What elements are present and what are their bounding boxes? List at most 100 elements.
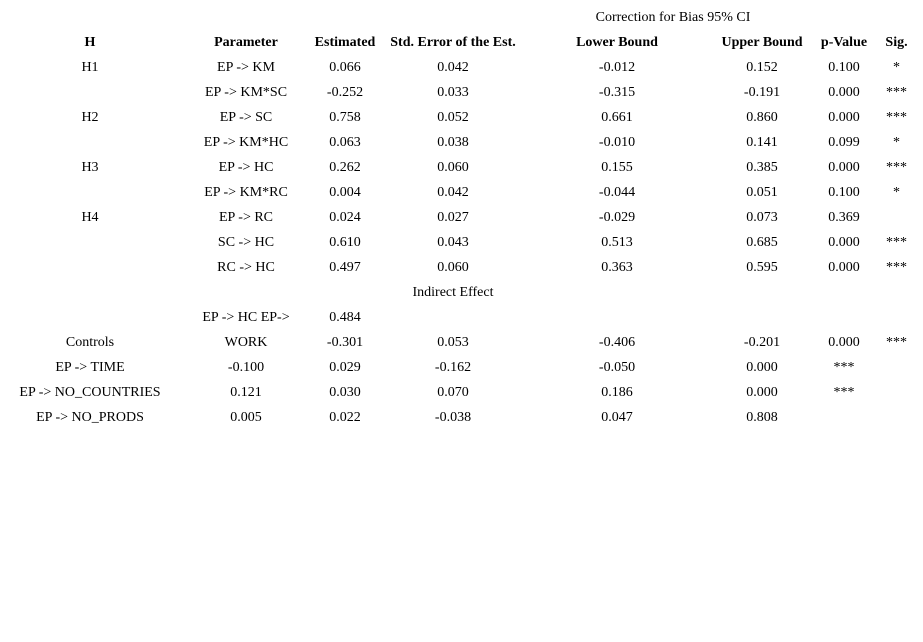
cell-parameter: EP -> KM*HC	[203, 134, 289, 150]
cell-p-value: ***	[833, 384, 855, 400]
cell-h: EP -> NO_COUNTRIES	[19, 384, 161, 400]
cell-lower-bound: 0.186	[601, 384, 633, 400]
cell-estimated: 0.497	[329, 259, 361, 275]
cell-h: H2	[81, 109, 99, 125]
cell-p-value: 0.000	[828, 159, 860, 175]
cell-sig	[870, 380, 923, 405]
column-header-sig: Sig.	[885, 34, 908, 50]
cell-upper-bound: 0.808	[746, 409, 778, 425]
cell-estimated: 0.030	[329, 384, 361, 400]
cell-std-error: 0.038	[437, 134, 469, 150]
cell-sig: ***	[886, 84, 907, 100]
cell-estimated: -0.252	[326, 84, 364, 100]
cell-p-value: 0.000	[828, 109, 860, 125]
column-header-row: H Parameter Estimated Std. Error of the …	[0, 30, 923, 55]
cell-std-error: 0.042	[437, 59, 469, 75]
cell-h: H1	[81, 59, 99, 75]
cell-p-value	[818, 280, 870, 305]
cell-std-error	[378, 305, 528, 330]
cell-sig: *	[893, 59, 900, 75]
cell-upper-bound: 0.000	[746, 384, 778, 400]
column-header-upper-bound: Upper Bound	[721, 34, 803, 50]
cell-parameter: EP -> HC EP->	[202, 309, 290, 325]
cell-sig	[870, 405, 923, 430]
cell-std-error: 0.060	[437, 159, 469, 175]
cell-estimated: -0.301	[326, 334, 364, 350]
cell-p-value: 0.000	[828, 259, 860, 275]
cell-estimated: 0.758	[329, 109, 361, 125]
table-body: H1 EP -> KM 0.066 0.042 -0.012 0.152 0.1…	[0, 55, 923, 430]
table-row: H4 EP -> RC 0.024 0.027 -0.029 0.073 0.3…	[0, 205, 923, 230]
cell-std-error: 0.070	[437, 384, 469, 400]
cell-std-error: 0.042	[437, 184, 469, 200]
column-header-h: H	[84, 34, 96, 50]
cell-lower-bound: -0.406	[598, 334, 636, 350]
table-row: H1 EP -> KM 0.066 0.042 -0.012 0.152 0.1…	[0, 55, 923, 80]
cell-h	[0, 305, 180, 330]
cell-upper-bound: 0.000	[746, 359, 778, 375]
cell-lower-bound: -0.315	[598, 84, 636, 100]
table-row: EP -> NO_COUNTRIES 0.121 0.030 0.070 0.1…	[0, 380, 923, 405]
cell-sig: ***	[886, 159, 907, 175]
cell-lower-bound: 0.155	[601, 159, 633, 175]
cell-p-value: 0.100	[828, 59, 860, 75]
ci-group-header-row: Correction for Bias 95% CI	[0, 5, 923, 30]
cell-upper-bound: 0.685	[746, 234, 778, 250]
cell-parameter: WORK	[224, 334, 268, 350]
cell-h: H4	[81, 209, 99, 225]
cell-upper-bound: 0.073	[746, 209, 778, 225]
cell-estimated: 0.004	[329, 184, 361, 200]
cell-estimated: 0.024	[329, 209, 361, 225]
table-row: EP -> TIME -0.100 0.029 -0.162 -0.050 0.…	[0, 355, 923, 380]
cell-upper-bound: -0.191	[743, 84, 781, 100]
table-row: EP -> KM*RC 0.004 0.042 -0.044 0.051 0.1…	[0, 180, 923, 205]
cell-std-error: 0.052	[437, 109, 469, 125]
cell-p-value	[818, 405, 870, 430]
cell-std-error: 0.043	[437, 234, 469, 250]
cell-estimated: 0.262	[329, 159, 361, 175]
cell-h: EP -> TIME	[55, 359, 125, 375]
cell-h: EP -> NO_PRODS	[36, 409, 144, 425]
cell-lower-bound: -0.010	[598, 134, 636, 150]
cell-lower-bound: 0.513	[601, 234, 633, 250]
table-row: H2 EP -> SC 0.758 0.052 0.661 0.860 0.00…	[0, 105, 923, 130]
cell-estimated: 0.484	[329, 309, 361, 325]
cell-upper-bound: 0.595	[746, 259, 778, 275]
cell-upper-bound: 0.141	[746, 134, 778, 150]
cell-parameter: EP -> KM*SC	[204, 84, 288, 100]
cell-parameter: EP -> HC	[218, 159, 274, 175]
cell-sig: ***	[886, 334, 907, 350]
cell-h: H3	[81, 159, 99, 175]
column-header-lower-bound: Lower Bound	[576, 34, 658, 50]
table-row: EP -> HC EP-> 0.484	[0, 305, 923, 330]
table-row: Controls WORK -0.301 0.053 -0.406 -0.201…	[0, 330, 923, 355]
cell-sig	[870, 355, 923, 380]
cell-parameter	[180, 280, 312, 305]
page: { "page": { "background_color": "#ffffff…	[0, 5, 923, 642]
cell-std-error: 0.027	[437, 209, 469, 225]
cell-p-value: 0.000	[828, 84, 860, 100]
cell-parameter: SC -> HC	[217, 234, 275, 250]
cell-lower-bound: 0.047	[601, 409, 633, 425]
cell-parameter: -0.100	[227, 359, 265, 375]
cell-lower-bound: -0.050	[598, 359, 636, 375]
cell-std-error: 0.033	[437, 84, 469, 100]
cell-h	[0, 255, 180, 280]
cell-h	[0, 80, 180, 105]
column-header-std-error: Std. Error of the Est.	[390, 34, 516, 50]
cell-lower-bound: -0.029	[598, 209, 636, 225]
column-header-p-value: p-Value	[820, 34, 868, 50]
cell-upper-bound	[706, 280, 818, 305]
column-header-parameter: Parameter	[214, 34, 278, 50]
table-row: EP -> KM*HC 0.063 0.038 -0.010 0.141 0.0…	[0, 130, 923, 155]
cell-parameter: EP -> SC	[219, 109, 273, 125]
table-row: H3 EP -> HC 0.262 0.060 0.155 0.385 0.00…	[0, 155, 923, 180]
column-header-estimated: Estimated	[314, 34, 376, 50]
table-row: SC -> HC 0.610 0.043 0.513 0.685 0.000 *…	[0, 230, 923, 255]
cell-upper-bound: 0.385	[746, 159, 778, 175]
table-row: RC -> HC 0.497 0.060 0.363 0.595 0.000 *…	[0, 255, 923, 280]
cell-upper-bound	[706, 305, 818, 330]
results-table: Correction for Bias 95% CI H Parameter E…	[0, 5, 923, 430]
cell-std-error: 0.060	[437, 259, 469, 275]
cell-sig: ***	[886, 234, 907, 250]
